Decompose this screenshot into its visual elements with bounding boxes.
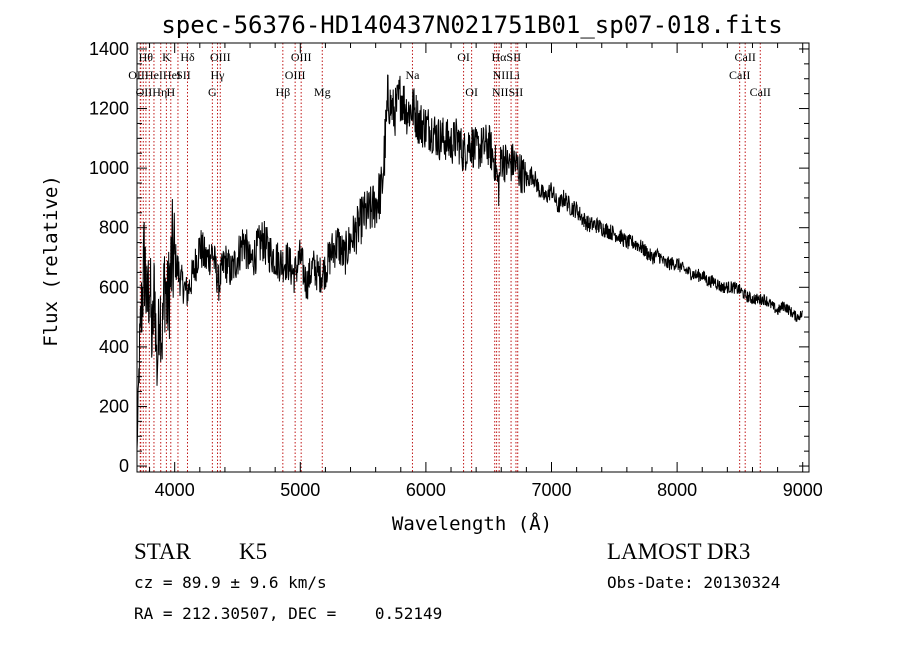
x-tick-label-5: 9000 [783,480,823,500]
line-label-21: NIISII [492,85,523,99]
y-tick-label-7: 1400 [89,39,129,59]
line-label-19: Mg [314,85,331,99]
coordinates: RA = 212.30507, DEC = 0.52149 [134,604,443,623]
line-label-12: OIII [285,68,306,82]
redshift-value: cz = 89.9 ± 9.6 km/s [134,573,327,592]
chart-title: spec-56376-HD140437N021751B01_sp07-018.f… [161,11,782,39]
spectrum-series [136,74,803,450]
y-tick-label-6: 1200 [89,99,129,119]
x-tick-label-1: 5000 [280,480,320,500]
line-label-18: Hβ [275,85,290,99]
line-label-22: CaII [750,85,771,99]
x-tick-label-4: 8000 [657,480,697,500]
line-label-10: Hγ [211,68,226,82]
line-label-5: OI [457,50,470,64]
object-type: STAR [134,539,191,564]
line-label-17: G [208,85,217,99]
line-label-6: HαSII [491,50,521,64]
x-tick-label-0: 4000 [155,480,195,500]
y-tick-label-0: 0 [119,456,129,476]
line-label-4: OIII [291,50,312,64]
line-label-13: NIILi [493,68,521,82]
x-tick-label-3: 7000 [531,480,571,500]
line-label-15: OIIHη [136,85,168,99]
line-label-8: OIIHeIHeI [128,68,181,82]
plot-axes: 4000 5000 6000 7000 8000 9000 0 200 400 600 800 100… [89,39,823,500]
y-axis-label: Flux (relative) [40,175,62,347]
spectral-subclass: K5 [239,539,268,564]
survey-name: LAMOST DR3 [607,539,751,564]
line-label-7: CaII [735,50,756,64]
line-label-16: H [166,85,175,99]
observation-date: Obs-Date: 20130324 [607,573,781,592]
line-label-11: Na [405,68,420,82]
y-tick-label-4: 800 [99,218,129,238]
y-tick-label-2: 400 [99,337,129,357]
y-tick-label-5: 1000 [89,158,129,178]
y-tick-label-3: 600 [99,277,129,297]
line-label-0: Hθ [139,50,154,64]
line-label-14: CaII [729,68,750,82]
y-tick-label-1: 200 [99,396,129,416]
line-label-2: Hδ [180,50,195,64]
spectrum-line [136,74,803,450]
x-axis-label: Wavelength (Å) [392,512,552,535]
line-label-9: SII [176,68,191,82]
line-label-3: OIII [210,50,231,64]
x-tick-label-2: 6000 [406,480,446,500]
line-label-20: OI [465,85,478,99]
line-label-1: K [162,50,171,64]
